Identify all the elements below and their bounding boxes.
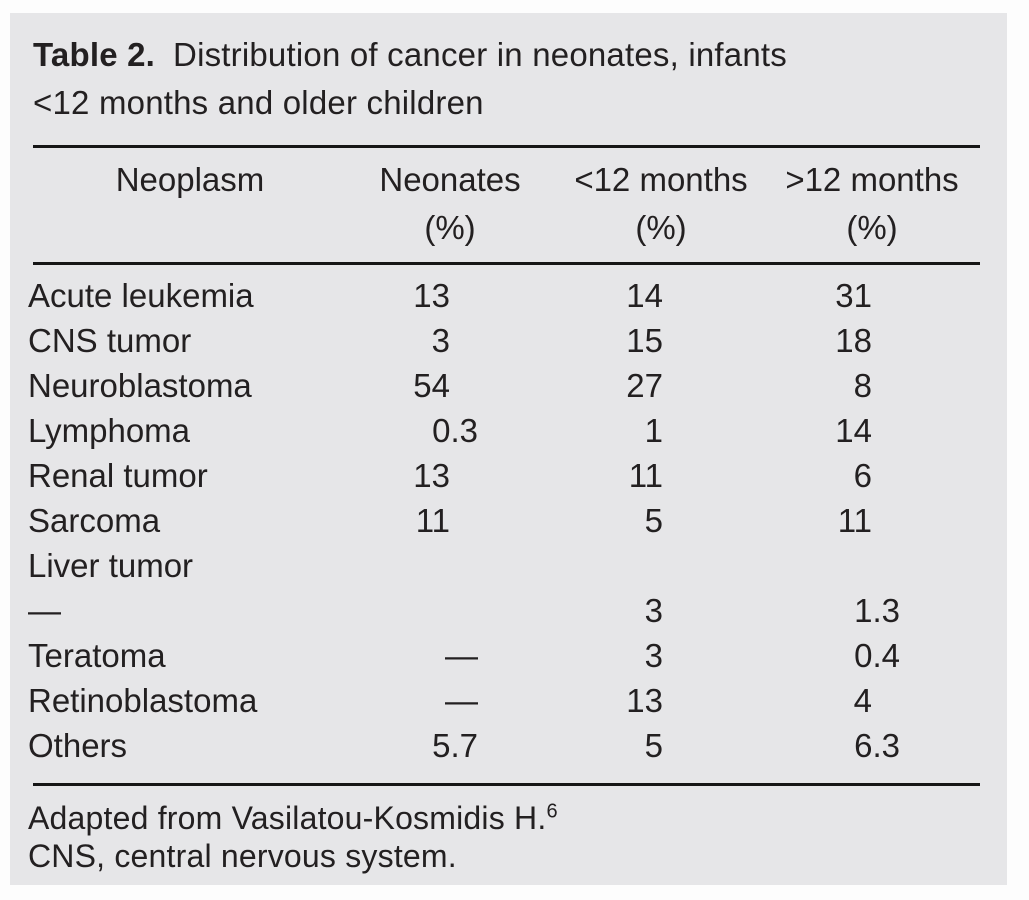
under-12-cell: 3 <box>644 637 663 674</box>
under-12-cell: 5 <box>644 727 663 764</box>
table-row: Retinoblastoma — 13 4 <box>10 678 1007 723</box>
under-12-cell: 3 <box>644 592 663 629</box>
table-row: Lymphoma 0.3 1 14 <box>10 408 1007 453</box>
table-row: CNS tumor 3 15 18 <box>10 318 1007 363</box>
percent-label-over-12: (%) <box>846 209 898 246</box>
neoplasm-cell: Sarcoma <box>28 502 161 539</box>
neonates-cell: 11 <box>415 502 450 539</box>
table-row: Sarcoma 11 5 11 <box>10 498 1007 543</box>
neoplasm-cell: Teratoma <box>28 637 166 674</box>
citation-superscript: 6 <box>546 800 558 823</box>
over-12-cell: 14 <box>835 412 872 449</box>
neoplasm-cell: Acute leukemia <box>28 277 254 314</box>
over-12-cell: 6 <box>853 457 872 494</box>
column-header-neoplasm: Neoplasm <box>115 161 265 198</box>
table-number: Table 2. <box>33 36 156 73</box>
table-caption: Table 2. Distribution of cancer in neonat… <box>10 31 1007 127</box>
column-header-neonates: Neonates <box>379 161 521 198</box>
table-row: Teratoma — 3 0.4 <box>10 633 1007 678</box>
percent-label-neonates: (%) <box>424 209 476 246</box>
caption-line-1: Table 2. Distribution of cancer in neonat… <box>33 31 977 79</box>
caption-line-2: <12 months and older children <box>33 84 484 121</box>
column-header-over-12: >12 months <box>785 161 959 198</box>
over-12-cell: 0.4 <box>854 637 900 674</box>
neoplasm-cell: Lymphoma <box>28 412 191 449</box>
neoplasm-cell: Neuroblastoma <box>28 367 252 404</box>
over-12-cell: 31 <box>835 277 872 314</box>
table-card: Table 2. Distribution of cancer in neonat… <box>10 13 1007 885</box>
neoplasm-cell: Others <box>28 727 128 764</box>
neonates-cell: — <box>445 682 478 719</box>
caption-text: Distribution of cancer in neonates, infa… <box>173 36 787 73</box>
footnote-source-text: Adapted from Vasilatou-Kosmidis H. <box>28 800 547 836</box>
over-12-cell: 4 <box>853 682 872 719</box>
neoplasm-cell: Retinoblastoma <box>28 682 258 719</box>
neonates-cell: — <box>445 637 478 674</box>
over-12-cell: 6.3 <box>854 727 900 764</box>
under-12-cell: 13 <box>626 682 663 719</box>
under-12-cell: 15 <box>626 322 663 359</box>
over-12-cell: 1.3 <box>854 592 900 629</box>
neoplasm-cell: — <box>28 592 61 629</box>
table-row: Renal tumor 13 11 6 <box>10 453 1007 498</box>
table-row: Others 5.7 5 6.3 <box>10 723 1007 768</box>
neoplasm-cell: Renal tumor <box>28 457 208 494</box>
neoplasm-cell: CNS tumor <box>28 322 192 359</box>
header-rule <box>33 262 980 265</box>
neonates-cell: 54 <box>413 367 450 404</box>
under-12-cell: 27 <box>626 367 663 404</box>
under-12-cell: 1 <box>644 412 663 449</box>
neonates-cell: 5.7 <box>432 727 478 764</box>
neoplasm-cell: Liver tumor <box>28 547 194 584</box>
top-rule <box>33 145 980 148</box>
bottom-rule <box>33 783 980 786</box>
neonates-cell: 0.3 <box>432 412 478 449</box>
under-12-cell: 14 <box>626 277 663 314</box>
table-row: Liver tumor <box>10 543 1007 588</box>
under-12-cell: 5 <box>644 502 663 539</box>
table-footnotes: Adapted from Vasilatou-Kosmidis H.6 CNS,… <box>10 799 1007 875</box>
footnote-source: Adapted from Vasilatou-Kosmidis H.6 <box>28 799 977 837</box>
table-row: Acute leukemia 13 14 31 <box>10 273 1007 318</box>
table-body: Acute leukemia 13 14 31 CNS tumor 3 15 1… <box>10 273 1007 768</box>
over-12-cell: 11 <box>837 502 872 539</box>
table-row: Neuroblastoma 54 27 8 <box>10 363 1007 408</box>
column-header-under-12: <12 months <box>574 161 748 198</box>
neonates-cell: 13 <box>413 277 450 314</box>
percent-label-under-12: (%) <box>635 209 687 246</box>
footnote-abbreviation: CNS, central nervous system. <box>28 838 457 874</box>
neonates-cell: 3 <box>431 322 450 359</box>
table-row: — 3 1.3 <box>10 588 1007 633</box>
over-12-cell: 8 <box>853 367 872 404</box>
over-12-cell: 18 <box>835 322 872 359</box>
under-12-cell: 11 <box>628 457 663 494</box>
table-header: Neoplasm Neonates <12 months >12 months … <box>10 156 1007 252</box>
neonates-cell: 13 <box>413 457 450 494</box>
